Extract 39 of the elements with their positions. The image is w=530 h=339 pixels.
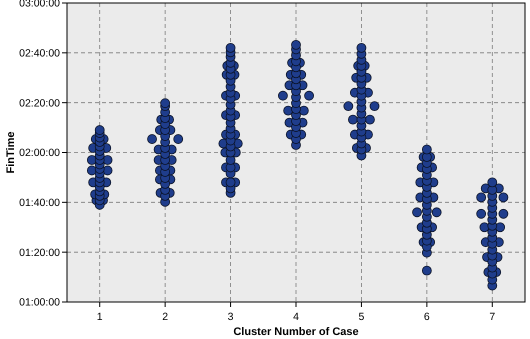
point (476, 192, 486, 202)
x-axis-title: Cluster Number of Case (233, 326, 359, 338)
point (412, 207, 422, 218)
x-tick-label: 1 (96, 311, 103, 323)
point (487, 178, 498, 188)
x-tick-label: 7 (489, 311, 496, 323)
point (495, 222, 506, 232)
point (432, 207, 442, 218)
point (476, 208, 486, 219)
point (356, 42, 366, 53)
point (370, 101, 380, 112)
point (498, 192, 508, 202)
point (226, 42, 236, 53)
y-tick-label: 01:20:00 (19, 246, 60, 259)
y-tick-label: 01:40:00 (19, 197, 60, 210)
x-tick-label: 2 (162, 311, 168, 323)
y-tick-label: 02:00:00 (19, 147, 60, 160)
point (278, 90, 288, 101)
y-tick-label: 01:00:00 (19, 296, 60, 309)
point (160, 98, 170, 108)
point (498, 208, 508, 219)
x-tick-label: 3 (228, 311, 234, 323)
point (348, 114, 358, 125)
x-tick-label: 4 (293, 311, 300, 323)
point (304, 90, 314, 101)
point (173, 134, 184, 144)
point (94, 125, 105, 135)
point (343, 101, 354, 112)
y-tick-label: 02:40:00 (19, 48, 60, 60)
point (226, 178, 236, 188)
point (365, 114, 375, 125)
point (422, 266, 432, 276)
point (147, 134, 157, 144)
x-tick-label: 6 (424, 311, 430, 323)
y-axis-title: FinTime (5, 132, 17, 174)
y-tick-label: 02:20:00 (19, 97, 60, 110)
point (422, 144, 432, 154)
point (291, 40, 301, 50)
x-tick-label: 5 (358, 311, 365, 323)
